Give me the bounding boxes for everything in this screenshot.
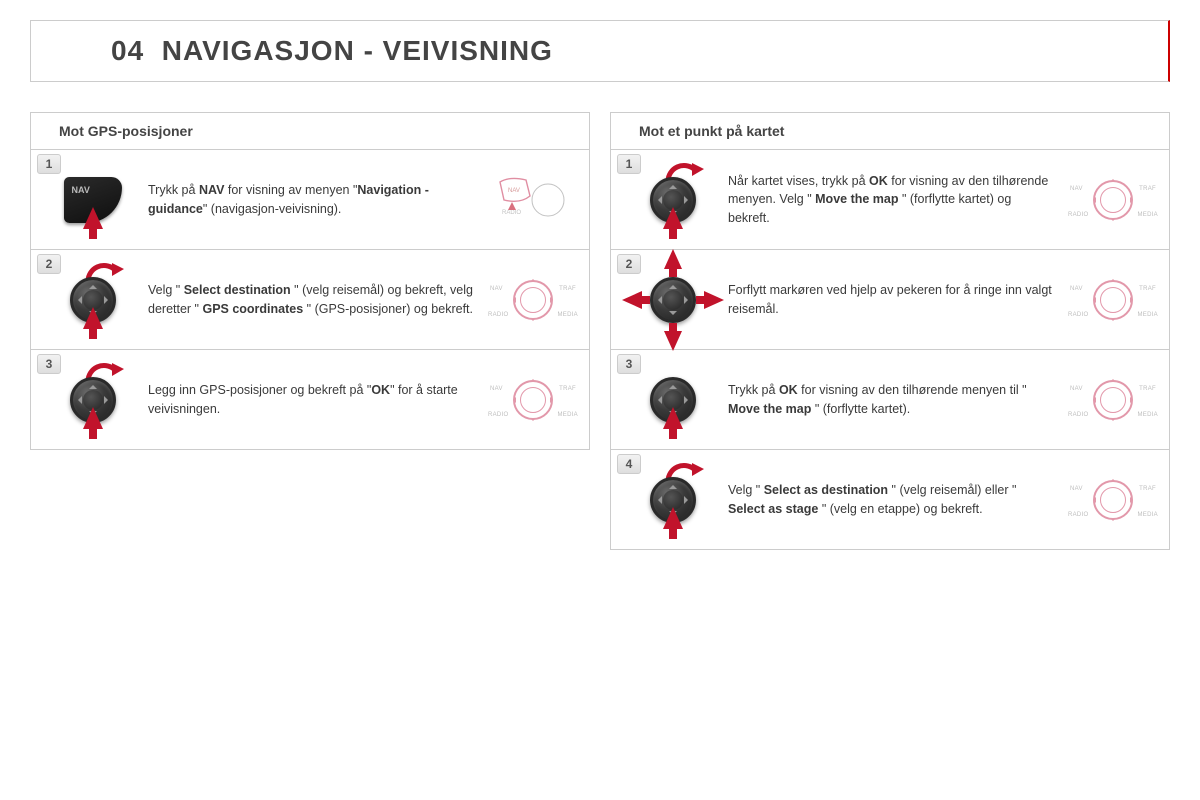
step-number-badge: 4 <box>617 454 641 474</box>
step-instruction-text: Legg inn GPS-posisjoner og bekreft på "O… <box>140 381 483 417</box>
dial-thumbnail-icon: NAVTRAFRADIOMEDIA <box>490 370 576 430</box>
page-title: 04 NAVIGASJON - VEIVISNING <box>111 35 1138 67</box>
step-number-badge: 2 <box>37 254 61 274</box>
step-instruction-text: Velg " Select as destination " (velg rei… <box>720 481 1063 517</box>
rotary-knob-icon <box>70 277 116 323</box>
step-instruction-text: Trykk på OK for visning av den tilhørend… <box>720 381 1063 417</box>
right-column-heading: Mot et punkt på kartet <box>610 112 1170 150</box>
step-control-icon <box>625 277 720 323</box>
svg-text:RADIO: RADIO <box>502 210 521 216</box>
step-context-thumbnail: NAVTRAFRADIOMEDIA <box>483 270 583 330</box>
section-number: 04 <box>111 35 144 66</box>
step-number-badge: 1 <box>37 154 61 174</box>
rotary-knob-icon <box>650 377 696 423</box>
dial-thumbnail-icon: NAVTRAFRADIOMEDIA <box>1070 170 1156 230</box>
svg-text:NAV: NAV <box>508 188 520 194</box>
right-steps: 1 Når kartet vises, trykk på OK for visni… <box>610 150 1170 550</box>
step-row: 2 Forflytt markøren ved hjelp av pekeren … <box>610 250 1170 350</box>
nav-button-icon: NAV <box>64 177 122 223</box>
step-context-thumbnail: NAVTRAFRADIOMEDIA <box>1063 270 1163 330</box>
step-number-badge: 2 <box>617 254 641 274</box>
step-context-thumbnail: NAVTRAFRADIOMEDIA <box>1063 370 1163 430</box>
rotary-knob-icon <box>70 377 116 423</box>
dial-thumbnail-icon: NAVTRAFRADIOMEDIA <box>490 270 576 330</box>
step-row: 3 Legg inn GPS-posisjoner og bekreft på "… <box>30 350 590 450</box>
right-column: Mot et punkt på kartet 1 Når kartet vises… <box>610 112 1170 550</box>
step-instruction-text: Forflytt markøren ved hjelp av pekeren f… <box>720 281 1063 317</box>
rotary-knob-fourway-icon <box>650 277 696 323</box>
left-column: Mot GPS-posisjoner 1NAVTrykk på NAV for … <box>30 112 590 550</box>
step-row: 1 Når kartet vises, trykk på OK for visni… <box>610 150 1170 250</box>
step-context-thumbnail: NAVTRAFRADIOMEDIA <box>1063 170 1163 230</box>
step-control-icon: NAV <box>45 177 140 223</box>
left-steps: 1NAVTrykk på NAV for visning av menyen "… <box>30 150 590 450</box>
step-context-thumbnail: NAV RADIO <box>483 170 583 230</box>
console-thumbnail-icon: NAV RADIO <box>490 170 576 230</box>
dial-thumbnail-icon: NAVTRAFRADIOMEDIA <box>1070 370 1156 430</box>
left-column-heading: Mot GPS-posisjoner <box>30 112 590 150</box>
step-control-icon <box>625 377 720 423</box>
step-instruction-text: Trykk på NAV for visning av menyen "Navi… <box>140 181 483 217</box>
step-row: 4 Velg " Select as destination " (velg re… <box>610 450 1170 550</box>
step-control-icon <box>625 177 720 223</box>
step-number-badge: 3 <box>37 354 61 374</box>
rotary-knob-icon <box>650 477 696 523</box>
dial-thumbnail-icon: NAVTRAFRADIOMEDIA <box>1070 270 1156 330</box>
step-number-badge: 3 <box>617 354 641 374</box>
step-control-icon <box>625 477 720 523</box>
step-row: 2 Velg " Select destination " (velg reise… <box>30 250 590 350</box>
step-instruction-text: Velg " Select destination " (velg reisem… <box>140 281 483 317</box>
step-control-icon <box>45 277 140 323</box>
step-context-thumbnail: NAVTRAFRADIOMEDIA <box>483 370 583 430</box>
step-instruction-text: Når kartet vises, trykk på OK for visnin… <box>720 172 1063 226</box>
step-number-badge: 1 <box>617 154 641 174</box>
step-control-icon <box>45 377 140 423</box>
section-title: NAVIGASJON - VEIVISNING <box>162 35 553 66</box>
dial-thumbnail-icon: NAVTRAFRADIOMEDIA <box>1070 470 1156 530</box>
content-columns: Mot GPS-posisjoner 1NAVTrykk på NAV for … <box>30 112 1170 550</box>
step-context-thumbnail: NAVTRAFRADIOMEDIA <box>1063 470 1163 530</box>
rotary-knob-icon <box>650 177 696 223</box>
step-row: 3 Trykk på OK for visning av den tilhøren… <box>610 350 1170 450</box>
section-header: 04 NAVIGASJON - VEIVISNING <box>30 20 1170 82</box>
step-row: 1NAVTrykk på NAV for visning av menyen "… <box>30 150 590 250</box>
